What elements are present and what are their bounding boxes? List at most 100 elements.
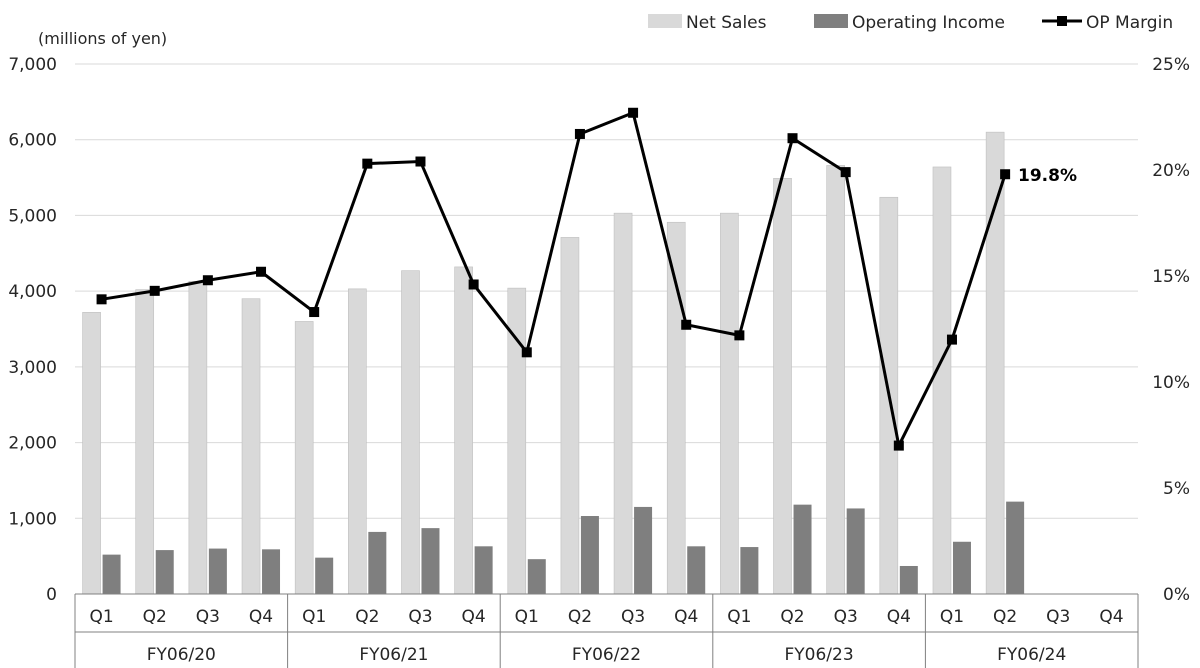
op-margin-point [415, 156, 426, 167]
net-sales-bar [560, 237, 580, 595]
legend-net-sales-label: Net Sales [686, 13, 767, 33]
x-year-tick-label: FY06/22 [572, 645, 641, 665]
net-sales-bar [241, 298, 261, 595]
legend-operating-income-swatch [814, 14, 848, 28]
net-sales-bar [348, 288, 367, 595]
operating-income-bar [262, 549, 281, 594]
x-year-tick-label: FY06/23 [785, 645, 854, 665]
op-margin-point [202, 275, 213, 286]
operating-income-bar [155, 550, 174, 594]
x-year-tick-label: FY06/24 [997, 645, 1066, 665]
y-left-tick-label: 6,000 [8, 131, 57, 151]
operating-income-bar [952, 541, 971, 594]
operating-income-bar [740, 547, 759, 594]
operating-income-bar [846, 508, 865, 594]
x-quarter-tick-label: Q3 [196, 607, 220, 627]
x-quarter-tick-label: Q1 [302, 607, 326, 627]
op-margin-line [101, 110, 1007, 451]
net-sales-bar [454, 266, 473, 595]
net-sales-bar [932, 166, 952, 595]
operating-income-bar [208, 548, 227, 594]
operating-income-bar [315, 557, 334, 594]
x-quarter-tick-label: Q3 [621, 607, 645, 627]
x-quarter-tick-label: Q4 [1099, 607, 1123, 627]
y-right-tick-label: 25% [1152, 55, 1190, 75]
op-margin-point [787, 133, 798, 144]
op-margin-callout-label: 19.8% [1018, 166, 1077, 186]
legend-net-sales-swatch [648, 14, 682, 28]
operating-income-bar [634, 506, 653, 594]
op-margin-point [362, 158, 373, 169]
x-quarter-tick-label: Q1 [515, 607, 539, 627]
legend-op-margin-marker [1057, 16, 1067, 26]
x-quarter-tick-label: Q2 [993, 607, 1017, 627]
op-margin-point [309, 307, 320, 318]
operating-income-bar [1006, 501, 1025, 594]
x-quarter-tick-label: Q3 [834, 607, 858, 627]
op-margin-point [628, 107, 639, 118]
x-quarter-tick-label: Q3 [1046, 607, 1070, 627]
net-sales-bar [507, 287, 527, 595]
y-left-tick-label: 1,000 [8, 509, 57, 529]
x-quarter-tick-label: Q2 [568, 607, 592, 627]
left-axis-unit-label: (millions of yen) [38, 29, 167, 48]
y-right-tick-label: 0% [1163, 585, 1190, 605]
chart-legend: Net Sales Operating Income OP Margin [648, 13, 1173, 33]
y-left-tick-label: 0 [46, 585, 57, 605]
legend-operating-income-label: Operating Income [852, 13, 1005, 33]
op-margin-point [840, 167, 851, 178]
y-right-tick-label: 5% [1163, 479, 1190, 499]
x-year-tick-label: FY06/21 [359, 645, 428, 665]
y-left-tick-label: 3,000 [8, 358, 57, 378]
operating-income-bar [793, 504, 812, 594]
operating-income-bar [527, 559, 546, 594]
legend-op-margin-label: OP Margin [1086, 13, 1173, 33]
op-margin-point [681, 319, 692, 330]
net-sales-bar [401, 270, 420, 595]
net-sales-bar [294, 321, 314, 595]
operating-income-bar [421, 528, 440, 594]
net-sales-bar [613, 212, 633, 595]
plot-area: 0 1,000 2,000 3,000 4,000 5,000 6,000 7,000 0% 5%… [8, 55, 1190, 668]
op-margin-point [574, 128, 585, 139]
operating-income-bar [368, 531, 387, 594]
x-quarter-tick-label: Q2 [780, 607, 804, 627]
y-right-tick-label: 10% [1152, 373, 1190, 393]
op-margin-point [1000, 169, 1011, 180]
net-sales-bar [82, 312, 101, 595]
x-quarter-tick-label: Q4 [887, 607, 911, 627]
x-quarter-tick-label: Q2 [355, 607, 379, 627]
net-sales-bar [135, 289, 155, 595]
y-right-tick-label: 20% [1152, 161, 1190, 181]
x-quarter-tick-label: Q2 [143, 607, 167, 627]
op-margin-point [468, 279, 479, 290]
y-right-tick-label: 15% [1152, 267, 1190, 287]
net-sales-bar [666, 221, 686, 595]
net-sales-bar [720, 212, 739, 595]
x-quarter-tick-label: Q4 [462, 607, 486, 627]
net-sales-bar [188, 280, 208, 595]
op-margin-point [149, 285, 160, 296]
x-year-tick-label: FY06/20 [147, 645, 216, 665]
x-quarter-tick-label: Q1 [940, 607, 964, 627]
op-margin-point [946, 334, 957, 345]
y-left-tick-label: 2,000 [8, 434, 57, 454]
op-margin-point [96, 294, 107, 305]
x-quarter-tick-label: Q1 [727, 607, 751, 627]
operating-income-bar [687, 546, 706, 594]
operating-income-bar [474, 546, 493, 594]
op-margin-point [893, 440, 904, 451]
operating-income-bar [102, 554, 121, 594]
operating-income-bar [580, 516, 599, 594]
operating-income-bar [899, 565, 918, 594]
y-left-tick-label: 4,000 [8, 282, 57, 302]
op-margin-point [734, 330, 745, 341]
net-sales-bar [773, 178, 792, 595]
y-left-tick-label: 7,000 [8, 55, 57, 75]
x-quarter-tick-label: Q4 [674, 607, 698, 627]
x-quarter-tick-label: Q3 [408, 607, 432, 627]
net-sales-bar [826, 165, 845, 595]
op-margin-point [256, 266, 267, 277]
